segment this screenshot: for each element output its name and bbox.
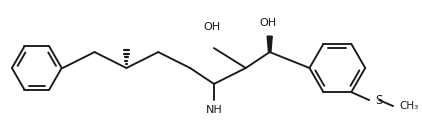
Text: NH: NH <box>206 105 222 115</box>
Text: OH: OH <box>259 18 276 28</box>
Polygon shape <box>267 36 272 52</box>
Text: OH: OH <box>203 22 221 32</box>
Text: S: S <box>375 94 383 107</box>
Text: CH₃: CH₃ <box>399 101 418 111</box>
